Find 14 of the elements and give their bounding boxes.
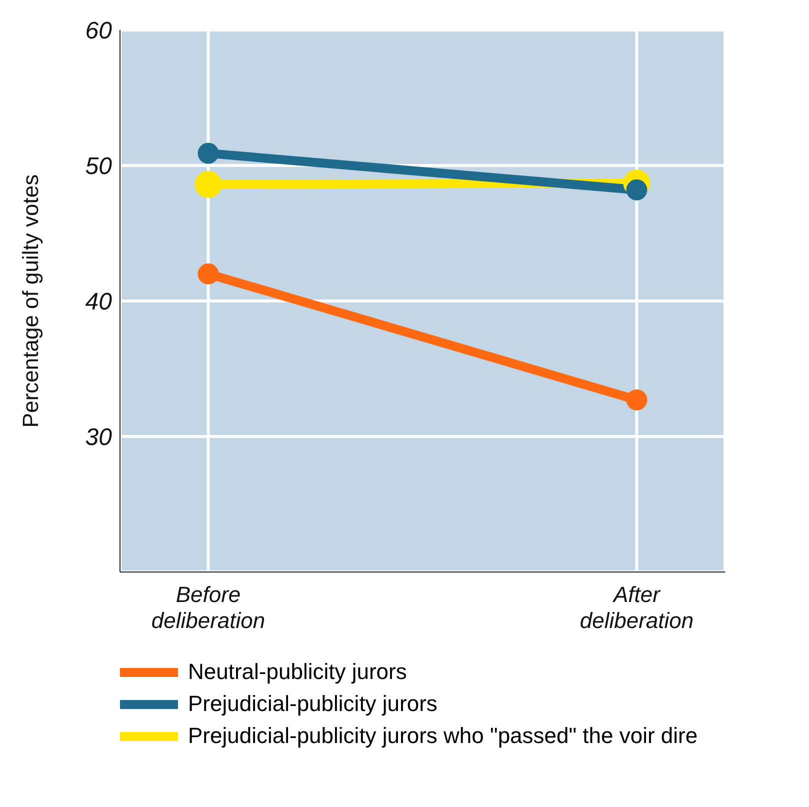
y-axis-title: Percentage of guilty votes — [18, 174, 43, 428]
point — [198, 263, 219, 284]
point — [626, 389, 648, 410]
legend-label: Prejudicial-publicity jurors — [188, 691, 438, 717]
x-tick-label: Before deliberation — [151, 582, 266, 633]
legend-label: Prejudicial-publicity jurors who "passed" the voir dire — [188, 723, 698, 749]
y-tick-label: 30 — [85, 424, 113, 452]
point — [194, 170, 222, 198]
legend-label: Neutral-publicity jurors — [188, 659, 407, 685]
y-tick-label: 60 — [85, 18, 113, 45]
point — [198, 142, 219, 164]
y-tick-label: 50 — [85, 153, 113, 180]
y-tick-label: 40 — [85, 288, 113, 316]
x-tick-label: After deliberation — [580, 582, 694, 633]
